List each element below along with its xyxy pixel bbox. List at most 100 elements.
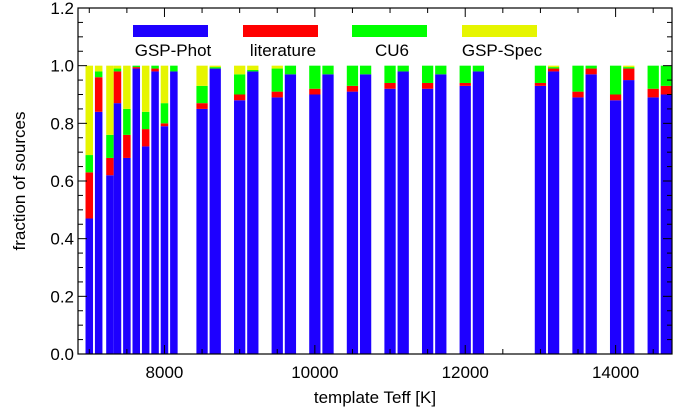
bar-segment-literature <box>647 88 659 98</box>
bar-segment-gsp-phot <box>94 111 103 354</box>
axis-ticks <box>78 7 672 355</box>
x-tick-label: 8000 <box>146 363 184 382</box>
bar-segment-gsp-spec <box>141 65 150 112</box>
bar-segment-gsp-spec <box>113 65 122 69</box>
bar-segment-cu6 <box>113 68 122 72</box>
bar-segment-gsp-phot <box>132 68 141 355</box>
bar-segment-cu6 <box>209 67 221 69</box>
bar-segment-gsp-phot <box>435 74 447 354</box>
bar-segment-cu6 <box>160 103 169 124</box>
bar-segment-literature <box>421 82 434 89</box>
bar-segment-gsp-phot <box>647 97 659 354</box>
bar-segment-literature <box>160 123 169 127</box>
bar-segment-cu6 <box>359 65 372 75</box>
bar-segment-gsp-phot <box>234 100 246 355</box>
bar-segment-gsp-spec <box>94 65 103 72</box>
bar-segment-cu6 <box>271 68 283 92</box>
bar-segment-gsp-spec <box>196 65 208 86</box>
bar-segment-literature <box>623 68 635 81</box>
bar-segment-gsp-phot <box>459 85 471 354</box>
bar-segment-cu6 <box>132 65 141 68</box>
bar-segment-literature <box>113 71 122 104</box>
bar-segment-literature <box>572 91 584 98</box>
bar-segment-literature <box>547 68 560 72</box>
bar-segment-cu6 <box>623 67 635 69</box>
bar-segment-cu6 <box>85 155 94 173</box>
legend-label: CU6 <box>375 41 409 60</box>
legend-swatch <box>133 25 208 37</box>
bar-segment-cu6 <box>647 65 659 89</box>
bar-segment-cu6 <box>247 69 259 72</box>
bar-segment-gsp-spec <box>234 65 246 75</box>
bar-segment-literature <box>132 67 141 69</box>
y-tick-label: 1.0 <box>50 57 74 76</box>
bar-segment-gsp-phot <box>209 68 221 355</box>
bar-segment-literature <box>660 85 672 95</box>
bar-segment-cu6 <box>459 65 471 83</box>
bar-segment-gsp-phot <box>384 88 396 354</box>
legend-swatch <box>462 25 537 37</box>
bar-segment-cu6 <box>309 65 321 89</box>
y-tick-label: 0.2 <box>50 287 74 306</box>
bar-segment-gsp-spec <box>160 65 169 104</box>
bar-segment-gsp-phot <box>421 88 434 354</box>
bar-segment-gsp-phot <box>359 74 372 354</box>
bar-segment-gsp-phot <box>170 71 178 355</box>
bar-segment-literature <box>459 82 471 86</box>
bar-segment-cu6 <box>397 65 409 72</box>
bar-segment-gsp-spec <box>209 65 221 68</box>
axis-tick-labels: 8000 10000 12000 14000 0.0 0.2 0.4 0.6 0.8 1.0 1.2 <box>50 0 639 382</box>
bar-segment-gsp-phot <box>397 71 409 355</box>
bar-segment-gsp-phot <box>609 100 622 355</box>
bar-segment-gsp-spec <box>123 65 131 109</box>
bar-segment-gsp-phot <box>623 80 635 354</box>
bar-segment-cu6 <box>196 85 208 104</box>
bar-segment-cu6 <box>609 65 622 95</box>
bar-segment-cu6 <box>572 65 584 92</box>
bar-segment-cu6 <box>234 74 246 95</box>
bar-segment-cu6 <box>141 111 150 130</box>
bar-segment-literature <box>106 157 114 176</box>
bar-segment-literature <box>196 103 208 109</box>
legend-label: GSP-Phot <box>135 41 212 60</box>
bar-segment-gsp-spec <box>623 65 635 68</box>
y-axis-label: fraction of sources <box>10 112 29 251</box>
bar-segment-gsp-phot <box>472 71 485 355</box>
bar-segment-literature <box>234 94 246 101</box>
bar-segment-cu6 <box>472 65 485 72</box>
x-tick-label: 10000 <box>291 363 338 382</box>
bar-segment-gsp-phot <box>271 97 283 354</box>
bar-segment-literature <box>585 68 597 75</box>
bar-segment-literature <box>534 82 547 86</box>
bar-segment-literature <box>123 134 131 158</box>
bar-segment-gsp-phot <box>322 74 334 354</box>
bar-segment-literature <box>94 77 103 112</box>
bar-segment-gsp-spec <box>247 65 259 70</box>
x-tick-label: 12000 <box>442 363 489 382</box>
bar-segment-gsp-phot <box>85 218 94 354</box>
bar-segment-gsp-phot <box>247 71 259 355</box>
bar-segment-cu6 <box>106 134 114 158</box>
bar-segment-gsp-phot <box>660 94 672 354</box>
bar-segment-literature <box>309 88 321 95</box>
legend-label: GSP-Spec <box>462 41 543 60</box>
bar-segment-gsp-phot <box>113 103 122 355</box>
bar-segment-cu6 <box>435 65 447 75</box>
bar-segment-cu6 <box>346 65 359 86</box>
bar-segment-gsp-phot <box>284 74 297 354</box>
bar-segment-cu6 <box>547 67 560 69</box>
bar-segment-gsp-phot <box>106 175 114 354</box>
bar-segment-gsp-phot <box>141 146 150 354</box>
bar-segment-gsp-spec <box>271 65 283 69</box>
bar-segment-gsp-spec <box>85 65 94 156</box>
bar-segment-gsp-phot <box>585 74 597 354</box>
bar-segment-cu6 <box>151 65 159 69</box>
legend-swatch <box>352 25 427 37</box>
bar-segment-cu6 <box>534 65 547 83</box>
bars-layer <box>85 65 672 355</box>
bar-segment-cu6 <box>94 71 103 78</box>
bar-segment-literature <box>151 68 159 72</box>
bar-segment-gsp-phot <box>572 97 584 354</box>
bar-segment-cu6 <box>585 65 597 69</box>
x-tick-label: 14000 <box>592 363 639 382</box>
